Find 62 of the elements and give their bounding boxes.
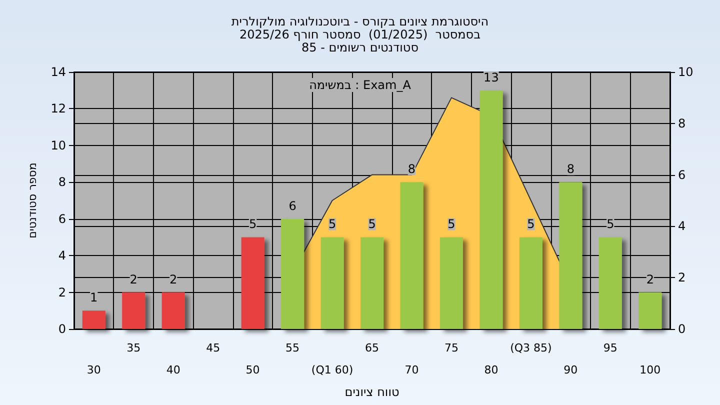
- y-tick-label: 8: [58, 175, 66, 190]
- bar: [559, 182, 582, 329]
- data-label: 5: [248, 217, 257, 232]
- y2-tick-label: 8: [678, 116, 686, 130]
- chart-title: היסטוגרמת ציונים בקורס - ביוטכנולוגיה מולקולרית: [231, 14, 489, 28]
- data-label: 2: [170, 272, 178, 286]
- data-label: 5: [368, 217, 376, 232]
- annotation: במשימה : Exam_A: [309, 78, 412, 92]
- y-tick-label: 6: [58, 212, 66, 226]
- data-label: 5: [606, 217, 614, 232]
- data-label: 5: [527, 217, 535, 232]
- x-axis-title: טווח ציונים: [344, 384, 400, 399]
- bar: [360, 237, 384, 329]
- x-tick-label: 75: [444, 342, 458, 354]
- bar: [519, 237, 542, 329]
- x-tick-label: (Q1 60): [311, 364, 354, 376]
- data-label: 5: [328, 217, 336, 232]
- y2-tick-label: 4: [678, 219, 686, 234]
- x-tick-label: 65: [365, 342, 379, 354]
- x-tick-label: 100: [640, 364, 661, 376]
- bar: [480, 90, 503, 329]
- y-tick-label: 4: [58, 248, 66, 263]
- y2-tick-label: 0: [678, 322, 686, 336]
- x-tick-label: (Q3 85): [510, 342, 552, 354]
- bar: [440, 237, 463, 329]
- bar: [82, 310, 106, 329]
- y2-tick-label: 10: [678, 65, 694, 79]
- x-tick-label: 70: [404, 364, 419, 376]
- bar: [122, 292, 146, 329]
- x-tick-label: 80: [484, 364, 498, 376]
- x-tick-label: 45: [206, 342, 220, 354]
- y-tick-label: 10: [50, 138, 66, 152]
- data-label: 2: [130, 272, 138, 286]
- data-label: 6: [288, 198, 296, 213]
- x-tick-label: 30: [86, 364, 101, 376]
- y2-tick-label: 2: [678, 270, 686, 285]
- data-label: 1: [90, 290, 98, 305]
- data-label: 5: [448, 217, 456, 232]
- bar: [162, 292, 185, 329]
- bar: [400, 182, 424, 329]
- x-tick-label: 50: [246, 364, 260, 376]
- bar: [638, 292, 662, 329]
- x-tick-label: 55: [286, 342, 300, 354]
- bar: [281, 218, 304, 329]
- bar: [598, 237, 622, 329]
- y-tick-label: 12: [50, 102, 66, 116]
- x-tick-label: 90: [564, 364, 578, 376]
- y-tick-label: 14: [50, 65, 66, 79]
- y-axis-title: מספר סטודנטים: [26, 162, 39, 238]
- bar: [320, 237, 344, 329]
- x-tick-label: 35: [126, 342, 141, 354]
- data-label: 8: [566, 162, 574, 176]
- x-tick-label: 95: [603, 342, 618, 354]
- data-label: 8: [408, 162, 416, 176]
- bar: [241, 237, 264, 329]
- y2-tick-label: 6: [678, 168, 686, 182]
- x-tick-label: 40: [166, 364, 180, 376]
- y-tick-label: 0: [58, 322, 66, 336]
- chart-subtitle: בסמסטר (01/2025) סמסטר חורף 2025/26 סטודנטים רשומים - 85: [239, 28, 481, 54]
- data-label: 2: [646, 272, 654, 286]
- data-label: 13: [484, 70, 499, 84]
- y-tick-label: 2: [58, 285, 66, 300]
